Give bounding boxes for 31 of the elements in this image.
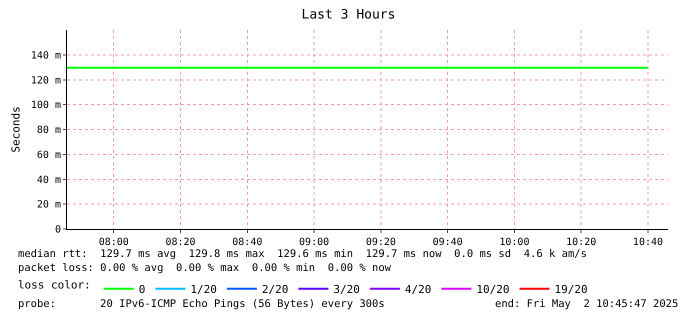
x-tick-label: 09:40: [432, 237, 463, 248]
y-tick-label: 140 m: [30, 50, 61, 62]
y-tick-label: 0: [54, 224, 61, 236]
legend-title: loss color:: [18, 278, 91, 292]
x-tick-label: 08:20: [165, 237, 196, 248]
text: median rtt: 129.7 ms avg 129.8 ms max 129.6 ms min 129.7 ms now 0.0 ms sd 4.6 k am/s: [18, 248, 587, 260]
x-tick-label: 10:00: [499, 237, 530, 248]
chart-title: Last 3 Hours: [302, 8, 396, 23]
legend-label: 4/20: [404, 282, 432, 296]
y-tick-label: 100 m: [30, 100, 61, 112]
y-tick-label: 40 m: [36, 174, 61, 186]
x-tick-label: 08:40: [232, 237, 262, 248]
text: end: Fri May 2 10:45:47 2025: [495, 298, 678, 310]
y-axis-title: Seconds: [10, 106, 23, 153]
legend-label: 2/20: [262, 282, 288, 296]
y-tick-label: 80 m: [36, 125, 61, 136]
x-tick-label: 10:20: [566, 237, 596, 248]
y-tick-label: 120 m: [30, 75, 61, 86]
x-tick-label: 08:00: [98, 237, 129, 248]
y-tick-label: 20 m: [36, 200, 61, 211]
y-tick-label: 60 m: [36, 150, 61, 161]
text: packet loss: 0.00 % avg 0.00 % max 0.00 % min 0.00 % now: [18, 262, 392, 274]
legend-label: 3/20: [333, 282, 360, 296]
legend-label: 0: [138, 282, 146, 296]
x-tick-label: 09:20: [366, 237, 396, 248]
x-tick-label: 09:00: [299, 237, 330, 248]
legend-label: 1/20: [190, 282, 217, 296]
legend-label: 19/20: [554, 282, 588, 296]
text: probe: 20 IPv6-ICMP Echo Pings (56 Bytes) every 300s: [18, 298, 385, 310]
legend-label: 10/20: [476, 282, 510, 296]
x-tick-label: 10:40: [632, 237, 664, 248]
